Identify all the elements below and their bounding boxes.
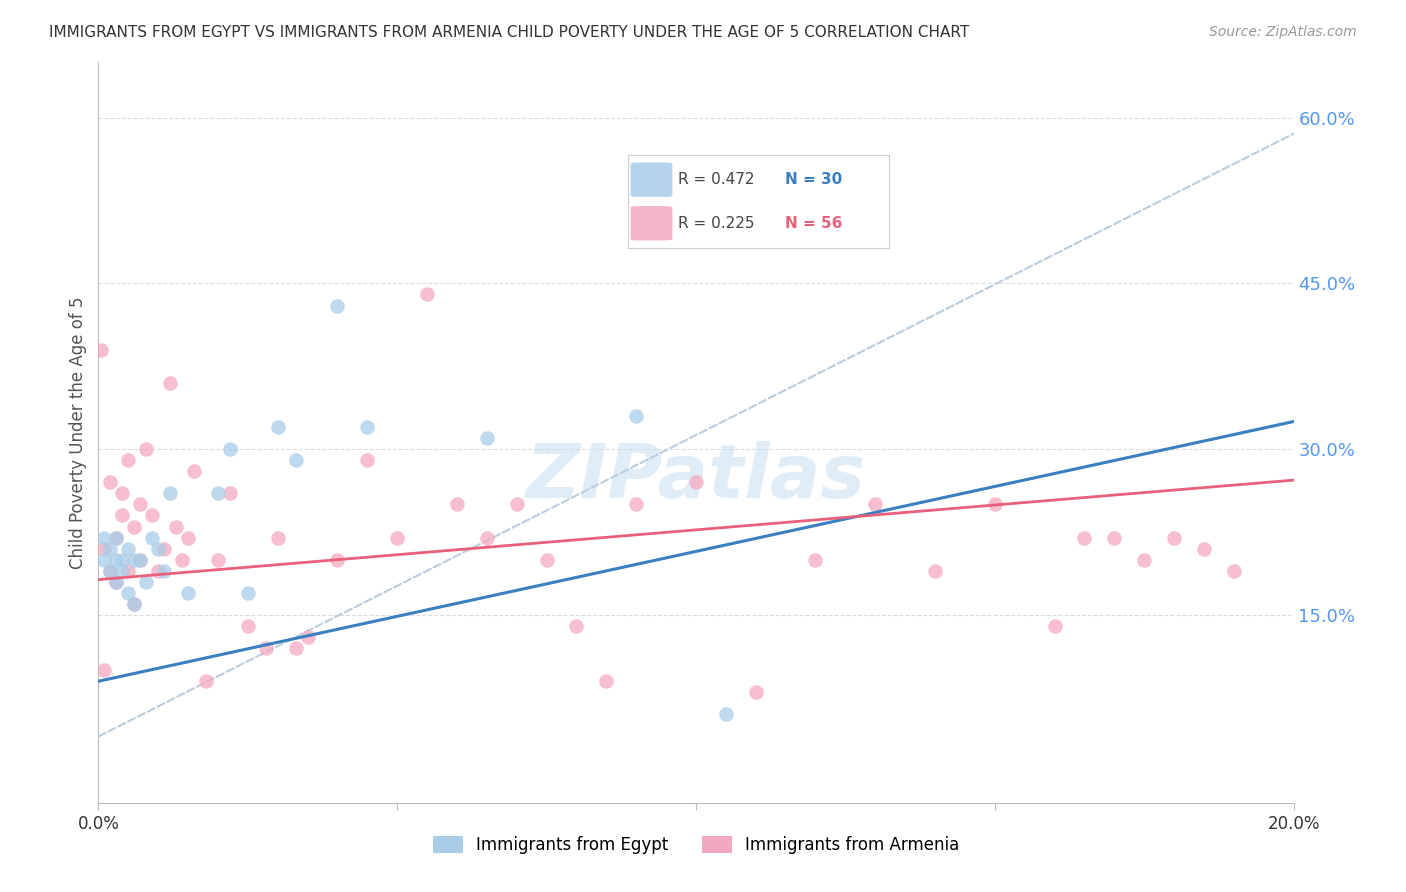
Point [93,552,115,566]
Point [254,641,277,656]
Point [416,287,439,301]
Point [98,564,122,578]
Point [124,552,146,566]
Point [124,519,146,533]
Point [98,564,122,578]
Point [111,508,134,523]
FancyBboxPatch shape [630,162,672,197]
Point [93,663,115,677]
Point [117,453,139,467]
Point [177,586,200,600]
Point [90,343,112,357]
Text: ZIPatlas: ZIPatlas [526,441,866,514]
Point [207,552,229,566]
Point [267,420,290,434]
Point [159,486,181,500]
Text: R = 0.225: R = 0.225 [678,216,754,231]
Point [1104,531,1126,545]
Point [685,475,707,490]
Point [148,564,170,578]
Point [129,552,152,566]
Point [105,531,128,545]
Point [124,597,146,611]
Point [475,531,498,545]
Point [98,541,122,556]
Point [159,376,181,390]
Point [284,453,307,467]
Point [111,552,134,566]
Point [297,630,319,644]
Point [865,498,887,512]
Point [356,420,378,434]
Text: Source: ZipAtlas.com: Source: ZipAtlas.com [1209,25,1357,39]
Point [129,552,152,566]
Point [165,519,187,533]
Point [111,564,134,578]
Point [124,597,146,611]
Point [745,685,768,699]
Point [219,442,242,457]
Point [117,541,139,556]
Point [111,486,134,500]
Point [984,498,1007,512]
Point [148,541,170,556]
Point [267,531,290,545]
Legend: Immigrants from Egypt, Immigrants from Armenia: Immigrants from Egypt, Immigrants from A… [426,830,966,861]
Point [506,498,529,512]
Point [93,541,115,556]
Point [117,586,139,600]
Point [714,707,737,722]
Point [219,486,242,500]
Point [98,475,122,490]
Point [804,552,827,566]
Point [105,552,128,566]
Point [135,574,157,589]
Point [1223,564,1246,578]
Point [284,641,307,656]
Point [1073,531,1095,545]
Point [385,531,409,545]
Point [117,564,139,578]
Text: N = 30: N = 30 [785,172,842,187]
Point [141,531,163,545]
Point [626,409,648,423]
Point [924,564,946,578]
Point [153,564,176,578]
Point [153,541,176,556]
Point [1192,541,1215,556]
Point [446,498,468,512]
Point [1133,552,1156,566]
Point [93,531,115,545]
Point [195,674,218,689]
Point [1043,619,1066,633]
Point [626,498,648,512]
Point [536,552,558,566]
Point [326,552,349,566]
Point [236,586,259,600]
Y-axis label: Child Poverty Under the Age of 5: Child Poverty Under the Age of 5 [69,296,87,569]
Point [105,574,128,589]
Point [105,531,128,545]
Point [135,442,157,457]
Text: N = 56: N = 56 [785,216,842,231]
Point [183,464,205,478]
Point [356,453,378,467]
Text: R = 0.472: R = 0.472 [678,172,754,187]
Text: IMMIGRANTS FROM EGYPT VS IMMIGRANTS FROM ARMENIA CHILD POVERTY UNDER THE AGE OF : IMMIGRANTS FROM EGYPT VS IMMIGRANTS FROM… [49,25,970,40]
Point [177,531,200,545]
Point [105,574,128,589]
Point [595,674,617,689]
Point [565,619,588,633]
Point [141,508,163,523]
Point [326,299,349,313]
Point [1163,531,1185,545]
Point [475,431,498,445]
FancyBboxPatch shape [630,206,672,241]
Point [129,498,152,512]
Point [207,486,229,500]
Point [236,619,259,633]
Point [172,552,194,566]
